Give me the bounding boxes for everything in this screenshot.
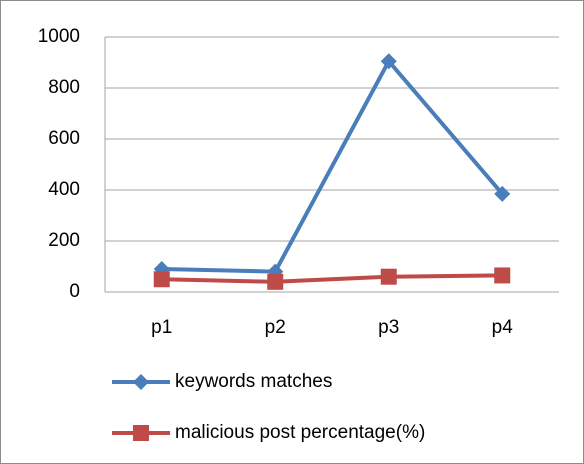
marker — [494, 267, 511, 284]
x-tick-label: p3 — [378, 317, 399, 338]
x-tick-label: p4 — [492, 317, 514, 338]
marker — [153, 271, 170, 288]
y-tick-label: 600 — [48, 128, 80, 149]
marker — [494, 185, 511, 202]
y-tick-label: 0 — [69, 281, 80, 302]
series-line — [161, 59, 504, 274]
y-tick-label: 800 — [48, 77, 80, 98]
x-tick-label: p1 — [151, 317, 172, 338]
y-tick-label: 200 — [48, 230, 80, 251]
x-tick-label: p2 — [265, 317, 286, 338]
marker — [380, 53, 397, 70]
legend-label: malicious post percentage(%) — [175, 422, 425, 443]
series-line — [161, 273, 503, 284]
y-tick-label: 400 — [48, 179, 80, 200]
marker — [267, 273, 284, 290]
marker — [133, 374, 149, 390]
marker — [133, 425, 149, 441]
legend-label: keywords matches — [175, 371, 332, 392]
y-tick-label: 1000 — [38, 26, 80, 47]
marker — [380, 268, 397, 285]
